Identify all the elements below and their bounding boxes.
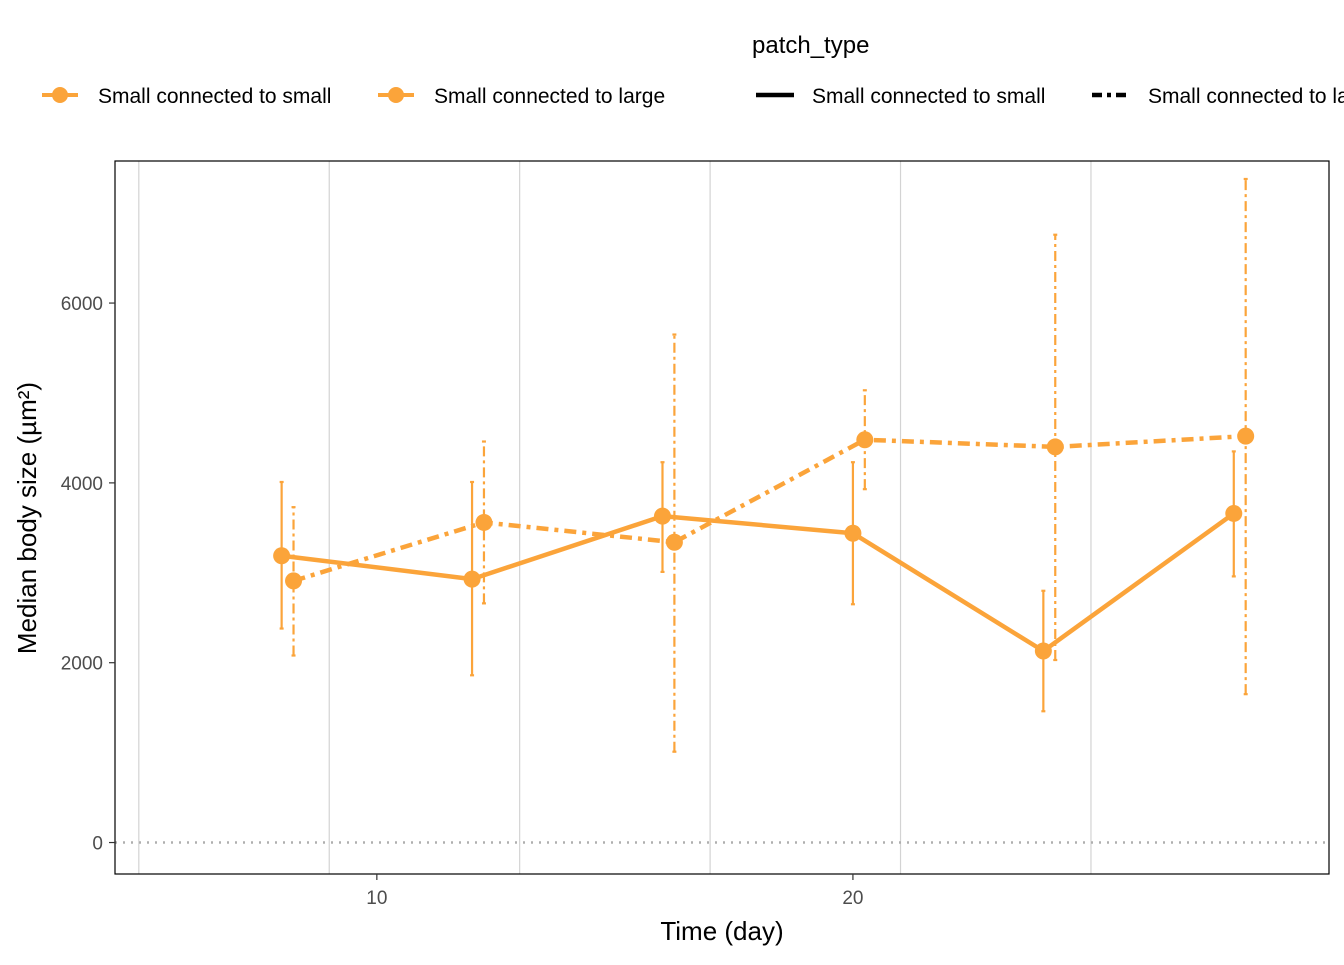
legend: patch_type Small connected to small Smal… <box>42 32 1344 108</box>
legend-linetype-label-small-to-large: Small connected to large <box>1148 85 1344 108</box>
legend-linetype-label-small-to-small: Small connected to small <box>812 85 1045 108</box>
legend-color-key-point <box>52 87 68 103</box>
y-axis-title: Median body size (µm²) <box>12 382 42 654</box>
legend-linetype-key-small-to-large: Small connected to large <box>1092 85 1344 108</box>
legend-color-label-small-to-small: Small connected to small <box>98 85 331 108</box>
x-axis-title: Time (day) <box>660 916 783 946</box>
legend-linetype-key-small-to-small: Small connected to small <box>756 85 1045 108</box>
series-line <box>281 511 1236 654</box>
y-tick-label: 2000 <box>61 654 103 675</box>
y-tick-label: 4000 <box>61 474 103 495</box>
data-point <box>1046 438 1064 456</box>
series-line <box>292 433 1246 584</box>
series-small-connected-to-small <box>273 450 1243 713</box>
data-point <box>844 524 862 542</box>
y-tick-label: 0 <box>92 834 103 855</box>
data-point <box>463 570 481 588</box>
data-point <box>1225 504 1243 522</box>
data-point <box>665 533 683 551</box>
data-point <box>285 572 303 590</box>
data-point <box>653 507 671 525</box>
legend-color-label-small-to-large: Small connected to large <box>434 85 665 108</box>
legend-color-key-small-to-small: Small connected to small <box>42 85 331 108</box>
data-point <box>273 547 291 565</box>
legend-color-key-point <box>388 87 404 103</box>
legend-color-key-small-to-large: Small connected to large <box>378 85 665 108</box>
data-point <box>1237 427 1255 445</box>
y-tick-label: 6000 <box>61 294 103 315</box>
x-tick-label: 20 <box>842 888 863 909</box>
x-tick-label: 10 <box>366 888 387 909</box>
legend-title: patch_type <box>752 32 869 59</box>
series-small-connected-to-large <box>285 177 1255 753</box>
data-point <box>1034 642 1052 660</box>
panel-gridlines <box>138 161 1092 874</box>
y-axis: 0 2000 4000 6000 <box>61 294 115 855</box>
data-point <box>856 431 874 449</box>
x-axis: 10 20 <box>366 874 863 909</box>
series-layer <box>273 177 1255 753</box>
panel-border <box>114 160 1330 875</box>
data-point <box>475 513 493 531</box>
